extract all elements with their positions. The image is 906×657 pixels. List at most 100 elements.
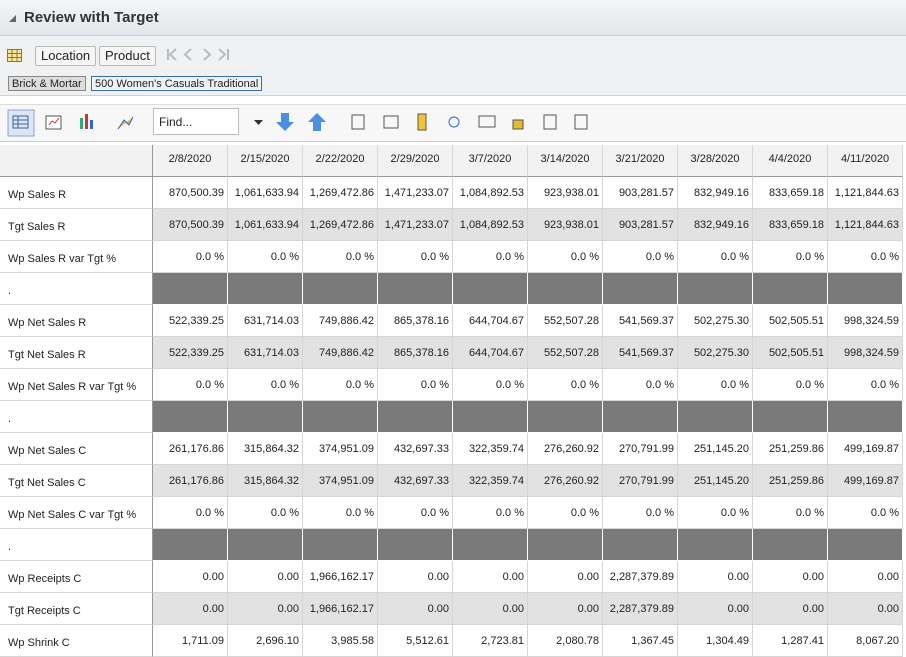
data-cell: 315,864.32 xyxy=(228,433,303,465)
data-cell: 374,951.09 xyxy=(303,465,378,497)
separator-cell xyxy=(378,529,453,561)
data-cell: 833,659.18 xyxy=(753,209,828,241)
data-cell: 0.0 % xyxy=(828,497,903,529)
column-header: 4/11/2020 xyxy=(828,145,903,177)
data-cell: 276,260.92 xyxy=(528,433,603,465)
row-header: Wp Net Sales R xyxy=(0,305,153,337)
separator-cell xyxy=(453,529,528,561)
nav-arrows[interactable] xyxy=(166,48,232,62)
data-cell: 0.0 % xyxy=(303,497,378,529)
location-button[interactable]: Location xyxy=(35,46,97,66)
column-header: 2/29/2020 xyxy=(378,145,453,177)
separator-cell xyxy=(228,401,303,433)
data-cell: 0.0 % xyxy=(228,497,303,529)
data-cell: 0.0 % xyxy=(828,241,903,273)
data-cell: 0.00 xyxy=(678,561,753,593)
header-bar: Review with Target xyxy=(0,0,906,36)
data-cell: 0.0 % xyxy=(603,369,678,401)
data-cell: 0.00 xyxy=(753,561,828,593)
find-field[interactable]: Find... xyxy=(153,108,239,135)
data-cell: 0.0 % xyxy=(378,369,453,401)
separator-cell xyxy=(153,273,228,305)
separator-cell xyxy=(528,529,603,561)
data-cell: 432,697.33 xyxy=(378,465,453,497)
data-cell: 1,084,892.53 xyxy=(453,209,528,241)
data-cell: 749,886.42 xyxy=(303,305,378,337)
data-cell: 0.0 % xyxy=(378,497,453,529)
separator-cell xyxy=(753,529,828,561)
data-cell: 0.00 xyxy=(828,593,903,625)
row-header: Wp Net Sales R var Tgt % xyxy=(0,369,153,401)
data-cell: 833,659.18 xyxy=(753,177,828,209)
data-cell: 322,359.74 xyxy=(453,433,528,465)
toolbar xyxy=(0,104,906,142)
data-cell: 0.00 xyxy=(378,561,453,593)
data-cell: 903,281.57 xyxy=(603,177,678,209)
data-cell: 998,324.59 xyxy=(828,305,903,337)
data-cell: 2,723.81 xyxy=(453,625,528,657)
data-cell: 541,569.37 xyxy=(603,337,678,369)
data-cell: 0.00 xyxy=(678,593,753,625)
data-cell: 374,951.09 xyxy=(303,433,378,465)
data-cell: 0.0 % xyxy=(303,369,378,401)
column-header: 2/8/2020 xyxy=(153,145,228,177)
data-cell: 1,367.45 xyxy=(603,625,678,657)
grid-icon[interactable] xyxy=(7,49,23,63)
data-cell: 0.0 % xyxy=(378,241,453,273)
separator-cell xyxy=(228,529,303,561)
column-header: 3/28/2020 xyxy=(678,145,753,177)
data-cell: 0.0 % xyxy=(603,241,678,273)
separator-cell xyxy=(753,273,828,305)
separator-cell xyxy=(828,273,903,305)
data-cell: 0.00 xyxy=(378,593,453,625)
separator-cell xyxy=(753,401,828,433)
separator-cell xyxy=(678,401,753,433)
data-table: 2/8/2020 2/15/2020 2/22/2020 2/29/2020 3/7/2… xyxy=(0,145,906,657)
column-header: 3/21/2020 xyxy=(603,145,678,177)
data-cell: 261,176.86 xyxy=(153,433,228,465)
data-cell: 251,145.20 xyxy=(678,465,753,497)
data-cell: 0.0 % xyxy=(678,241,753,273)
data-cell: 0.00 xyxy=(828,561,903,593)
breadcrumb[interactable]: 500 Women's Casuals Traditional xyxy=(91,76,263,91)
column-header: 2/15/2020 xyxy=(228,145,303,177)
data-cell: 1,121,844.63 xyxy=(828,209,903,241)
data-cell: 0.0 % xyxy=(828,369,903,401)
row-header: Tgt Sales R xyxy=(0,209,153,241)
data-cell: 8,067.20 xyxy=(828,625,903,657)
data-cell: 0.00 xyxy=(228,593,303,625)
data-cell: 0.00 xyxy=(528,593,603,625)
separator-cell xyxy=(453,401,528,433)
data-cell: 2,287,379.89 xyxy=(603,593,678,625)
separator-cell xyxy=(528,273,603,305)
data-cell: 1,711.09 xyxy=(153,625,228,657)
data-cell: 3,985.58 xyxy=(303,625,378,657)
data-cell: 865,378.16 xyxy=(378,337,453,369)
data-cell: 552,507.28 xyxy=(528,337,603,369)
product-button[interactable]: Product xyxy=(99,46,156,66)
data-cell: 0.00 xyxy=(528,561,603,593)
row-header: Tgt Net Sales C xyxy=(0,465,153,497)
breadcrumb[interactable]: Brick & Mortar xyxy=(8,76,86,91)
data-cell: 552,507.28 xyxy=(528,305,603,337)
column-header: 3/7/2020 xyxy=(453,145,528,177)
column-header: 2/22/2020 xyxy=(303,145,378,177)
toolbar-icons xyxy=(7,109,588,137)
data-cell: 0.0 % xyxy=(678,497,753,529)
collapse-icon[interactable] xyxy=(8,14,18,24)
data-cell: 261,176.86 xyxy=(153,465,228,497)
row-header: Wp Net Sales C xyxy=(0,433,153,465)
data-cell: 5,512.61 xyxy=(378,625,453,657)
data-cell: 0.0 % xyxy=(753,497,828,529)
data-cell: 322,359.74 xyxy=(453,465,528,497)
data-cell: 1,269,472.86 xyxy=(303,209,378,241)
data-cell: 251,259.86 xyxy=(753,433,828,465)
data-cell: 644,704.67 xyxy=(453,337,528,369)
row-header: Tgt Receipts C xyxy=(0,593,153,625)
row-header: . xyxy=(0,401,153,433)
separator-cell xyxy=(228,273,303,305)
data-cell: 0.0 % xyxy=(528,497,603,529)
row-header: Wp Receipts C xyxy=(0,561,153,593)
separator-cell xyxy=(303,401,378,433)
separator-cell xyxy=(153,401,228,433)
